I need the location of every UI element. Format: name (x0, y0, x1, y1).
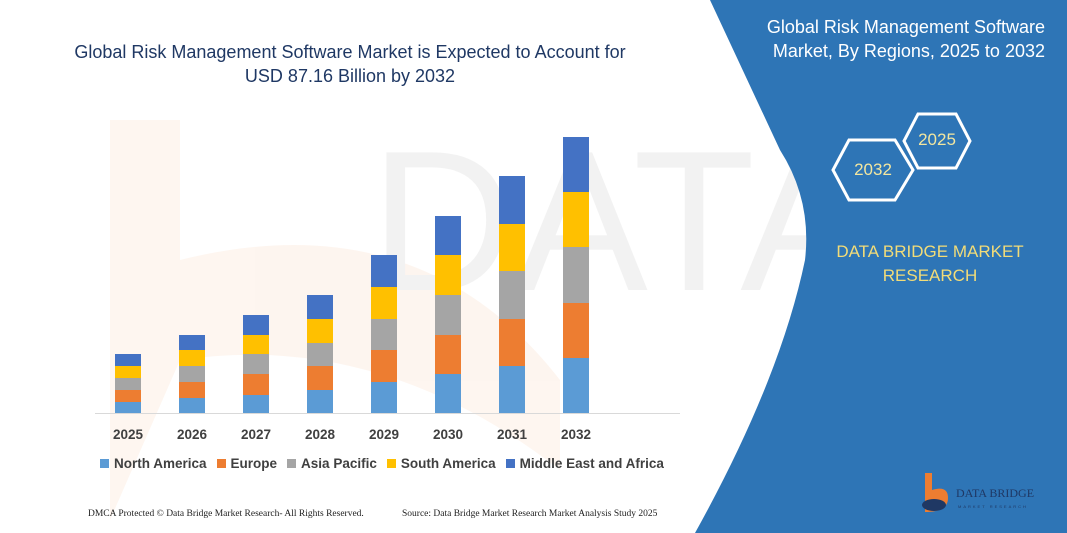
bar-segment-2025-north-america (115, 402, 141, 413)
legend-label: North America (114, 456, 207, 471)
bar-segment-2031-middle-east-and-africa (499, 176, 525, 224)
bar-segment-2030-asia-pacific (435, 295, 461, 335)
bar-segment-2026-asia-pacific (179, 366, 205, 382)
bar-segment-2032-middle-east-and-africa (563, 137, 589, 192)
brand-text: DATA BRIDGE MARKET RESEARCH (836, 242, 1024, 285)
legend-swatch (100, 459, 109, 468)
bar-segment-2028-asia-pacific (307, 343, 333, 366)
bar-segment-2026-south-america (179, 350, 205, 366)
hexagon-2025 (902, 112, 972, 170)
hexagon-2032 (831, 138, 915, 202)
bar-segment-2029-europe (371, 350, 397, 382)
bar-segment-2028-middle-east-and-africa (307, 295, 333, 319)
bar-segment-2031-asia-pacific (499, 271, 525, 319)
legend-item-middle-east-africa: Middle East and Africa (505, 456, 664, 471)
bar-segment-2026-europe (179, 382, 205, 398)
legend-label: Europe (230, 456, 278, 471)
legend-swatch (386, 459, 396, 468)
chart-title: Global Risk Management Software Market i… (74, 42, 626, 86)
side-panel-title: Global Risk Management Software Market, … (766, 17, 1045, 61)
bar-segment-2031-south-america (499, 224, 525, 271)
bar-segment-2028-europe (307, 366, 333, 390)
bar-segment-2029-middle-east-and-africa (371, 255, 397, 287)
x-tick-label: 2029 (369, 427, 399, 442)
bar-segment-2027-asia-pacific (243, 354, 269, 374)
x-tick-label: 2032 (561, 427, 591, 442)
bar-segment-2028-south-america (307, 319, 333, 343)
x-tick-label: 2026 (177, 427, 208, 442)
legend-swatch (505, 459, 515, 468)
bar-segment-2032-asia-pacific (563, 247, 589, 303)
bar-segment-2031-north-america (499, 366, 525, 413)
legend-label: South America (400, 456, 496, 471)
bar-segment-2027-north-america (243, 395, 269, 413)
legend-item-asia-pacific: Asia Pacific (287, 456, 377, 471)
x-tick-label: 2031 (497, 427, 528, 442)
legend-swatch (216, 459, 226, 468)
bar-segment-2029-asia-pacific (371, 319, 397, 350)
bar-segment-2029-south-america (371, 287, 397, 319)
hexagon-2032-label: 2032 (854, 160, 892, 179)
data-bridge-logo: DATA BRIDGE MARKET RESEARCH (922, 473, 1034, 512)
legend-item-south-america: South America (386, 456, 496, 471)
legend: North America Europe Asia Pacific South … (100, 456, 664, 471)
bar-segment-2026-middle-east-and-africa (179, 335, 205, 350)
bar-segment-2025-asia-pacific (115, 378, 141, 390)
svg-text:MARKET RESEARCH: MARKET RESEARCH (958, 504, 1028, 509)
bar-segment-2025-south-america (115, 366, 141, 378)
legend-item-europe: Europe (216, 456, 278, 471)
legend-label: Asia Pacific (301, 456, 377, 471)
bar-segment-2027-europe (243, 374, 269, 395)
x-tick-label: 2030 (433, 427, 463, 442)
bar-segment-2031-europe (499, 319, 525, 366)
legend-label: Middle East and Africa (519, 456, 664, 471)
bar-segment-2027-south-america (243, 335, 269, 354)
bar-segment-2032-north-america (563, 358, 589, 413)
x-tick-label: 2027 (241, 427, 271, 442)
side-panel (695, 0, 1067, 533)
x-tick-label: 2025 (113, 427, 144, 442)
bar-segment-2029-north-america (371, 382, 397, 413)
bar-segment-2025-europe (115, 390, 141, 402)
bar-segment-2026-north-america (179, 398, 205, 413)
x-tick-label: 2028 (305, 427, 336, 442)
hexagon-2025-label: 2025 (918, 130, 956, 149)
bar-segment-2030-north-america (435, 374, 461, 413)
stacked-bar-chart: 2025 2026 2027 2028 2029 2030 2031 2032 (95, 137, 680, 442)
bar-segment-2030-south-america (435, 255, 461, 295)
legend-swatch (287, 459, 297, 468)
legend-item-north-america: North America (100, 456, 207, 471)
footer-source: Source: Data Bridge Market Research Mark… (402, 509, 658, 519)
bar-segment-2025-middle-east-and-africa (115, 354, 141, 366)
bar-segment-2027-middle-east-and-africa (243, 315, 269, 335)
bar-segment-2028-north-america (307, 390, 333, 413)
bar-segment-2030-europe (435, 335, 461, 374)
bar-segment-2030-middle-east-and-africa (435, 216, 461, 255)
svg-text:DATA BRIDGE: DATA BRIDGE (956, 486, 1034, 500)
bar-segment-2032-europe (563, 303, 589, 358)
footer-copyright: DMCA Protected © Data Bridge Market Rese… (88, 509, 364, 519)
bar-segment-2032-south-america (563, 192, 589, 247)
